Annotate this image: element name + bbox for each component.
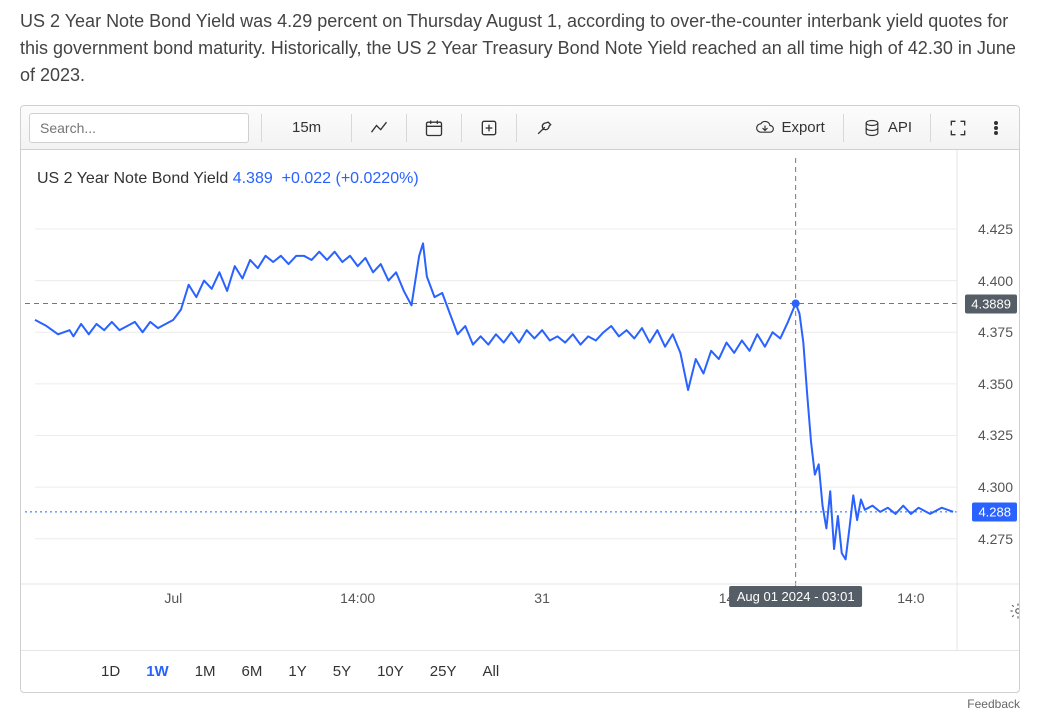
feedback-link[interactable]: Feedback xyxy=(0,693,1040,711)
divider xyxy=(461,114,462,142)
divider xyxy=(843,114,844,142)
divider xyxy=(261,114,262,142)
range-6m[interactable]: 6M xyxy=(232,659,273,684)
x-tick-label: 31 xyxy=(534,590,550,606)
export-label: Export xyxy=(781,119,824,136)
y-tick-label: 4.375 xyxy=(978,324,1013,340)
range-all[interactable]: All xyxy=(473,659,510,684)
divider xyxy=(406,114,407,142)
range-1m[interactable]: 1M xyxy=(185,659,226,684)
api-label: API xyxy=(888,119,912,136)
toolbar: 15m Export API xyxy=(21,106,1019,150)
range-1d[interactable]: 1D xyxy=(91,659,130,684)
search-input[interactable] xyxy=(29,113,249,143)
range-selector: 1D1W1M6M1Y 5Y10Y25YAll xyxy=(21,650,1019,692)
range-25y[interactable]: 25Y xyxy=(420,659,467,684)
chart-container: 15m Export API xyxy=(20,105,1020,693)
y-tick-label: 4.300 xyxy=(978,479,1013,495)
chart-plot-area[interactable]: US 2 Year Note Bond Yield 4.389 +0.022 (… xyxy=(21,150,1019,650)
description-text: US 2 Year Note Bond Yield was 4.29 perce… xyxy=(0,0,1040,105)
line-chart-icon[interactable] xyxy=(364,113,394,143)
y-tick-label: 4.275 xyxy=(978,531,1013,547)
database-icon xyxy=(862,118,882,138)
y-tick-label: 4.400 xyxy=(978,273,1013,289)
chart-svg xyxy=(21,150,1020,650)
cloud-download-icon xyxy=(755,118,775,138)
range-1y[interactable]: 1Y xyxy=(278,659,316,684)
x-tick-label: 14:0 xyxy=(897,590,924,606)
fullscreen-icon[interactable] xyxy=(943,113,973,143)
divider xyxy=(930,114,931,142)
range-1w[interactable]: 1W xyxy=(136,659,179,684)
last-price-badge: 4.288 xyxy=(972,502,1017,521)
crosshair-x-tooltip: Aug 01 2024 - 03:01 xyxy=(729,586,863,607)
add-panel-icon[interactable] xyxy=(474,113,504,143)
y-tick-label: 4.425 xyxy=(978,221,1013,237)
divider xyxy=(351,114,352,142)
api-button[interactable]: API xyxy=(856,118,918,138)
x-tick-label: Jul xyxy=(164,590,182,606)
wrench-icon[interactable] xyxy=(529,113,559,143)
search-box xyxy=(29,113,249,143)
y-tick-label: 4.325 xyxy=(978,427,1013,443)
calendar-icon[interactable] xyxy=(419,113,449,143)
interval-selector[interactable]: 15m xyxy=(274,119,339,136)
x-tick-label: 14:00 xyxy=(340,590,375,606)
range-10y[interactable]: 10Y xyxy=(367,659,414,684)
range-5y[interactable]: 5Y xyxy=(323,659,361,684)
crosshair-y-badge: 4.3889 xyxy=(965,294,1017,313)
y-tick-label: 4.350 xyxy=(978,376,1013,392)
export-button[interactable]: Export xyxy=(749,118,830,138)
divider xyxy=(516,114,517,142)
more-menu-icon[interactable] xyxy=(981,113,1011,143)
